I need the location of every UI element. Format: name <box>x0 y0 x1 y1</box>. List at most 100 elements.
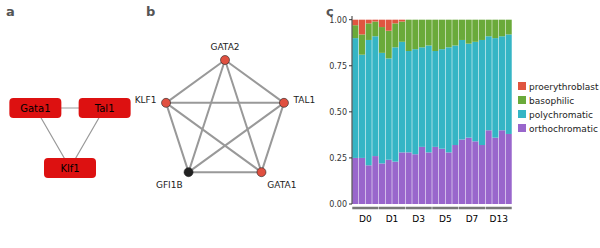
bar-segment <box>386 20 392 31</box>
bar-segment <box>466 138 472 204</box>
bar-segment <box>379 20 385 27</box>
node <box>221 56 230 65</box>
node-label: Gata1 <box>20 103 50 114</box>
bar-segment <box>459 40 465 140</box>
bar-segment <box>472 19 478 20</box>
legend-label: proerythroblast <box>529 82 599 92</box>
bar-segment <box>366 23 372 40</box>
bar-segment <box>412 20 418 49</box>
bar-segment <box>372 36 378 156</box>
tick <box>349 204 352 205</box>
bar-segment <box>479 19 485 20</box>
bar-segment <box>486 20 492 37</box>
bar-segment <box>459 19 465 20</box>
edge <box>166 60 225 103</box>
bar-segment <box>439 20 445 49</box>
node <box>279 98 288 107</box>
bar-segment <box>432 147 438 204</box>
bar-segment <box>492 20 498 38</box>
tick-label: 0.75 <box>329 62 347 71</box>
axis-line <box>352 16 353 204</box>
bar-segment <box>359 158 365 204</box>
bar-segment <box>452 145 458 204</box>
node <box>44 158 96 178</box>
bar-segment <box>432 19 438 20</box>
bar-segment <box>466 44 472 138</box>
node-label: GATA1 <box>267 180 296 190</box>
bar-segment <box>466 20 472 44</box>
tick-label: 1.00 <box>329 16 347 25</box>
bar-panel: c0.000.250.500.751.00D0D1D3D5D7D13proery… <box>326 4 599 224</box>
bar-segment <box>386 31 392 59</box>
bar-segment <box>506 19 512 20</box>
node-label: TAL1 <box>292 95 315 105</box>
bar-segment <box>506 20 512 35</box>
bar-segment <box>452 20 458 46</box>
edge <box>189 103 284 172</box>
bar-segment <box>446 152 452 204</box>
bar-segment <box>359 34 365 54</box>
bar-segment <box>386 160 392 204</box>
bar-segment <box>359 55 365 158</box>
bar-segment <box>419 147 425 204</box>
tick-label: 0.25 <box>329 154 347 163</box>
bar-segment <box>399 22 405 42</box>
bar-segment <box>452 19 458 20</box>
bar-segment <box>499 20 505 37</box>
node-label: Tal1 <box>94 103 115 114</box>
group-label: D0 <box>359 214 372 224</box>
edge <box>166 103 189 172</box>
legend-swatch <box>518 124 526 132</box>
bar-segment <box>406 152 412 204</box>
bar-segment <box>352 25 358 38</box>
bar-segment <box>492 138 498 204</box>
bar-segment <box>379 53 385 164</box>
bar-segment <box>479 145 485 204</box>
edge <box>225 60 261 172</box>
node-label: KLF1 <box>135 95 157 105</box>
bar-segment <box>386 58 392 159</box>
bar-segment <box>446 47 452 152</box>
group-bracket <box>486 207 512 210</box>
bar-segment <box>406 20 412 51</box>
group-label: D7 <box>466 214 479 224</box>
bar-segment <box>499 36 505 130</box>
tick-label: 0.50 <box>329 108 347 117</box>
bar-segment <box>492 19 498 20</box>
bar-segment <box>506 134 512 204</box>
legend-label: orthochromatic <box>529 124 598 134</box>
bar-segment <box>439 149 445 204</box>
bar-segment <box>352 20 358 26</box>
bar-segment <box>359 20 365 35</box>
edge <box>225 60 284 103</box>
bar-segment <box>432 51 438 147</box>
group-bracket <box>406 207 432 210</box>
group-label: D13 <box>489 214 507 224</box>
node <box>184 168 193 177</box>
bar-segment <box>459 139 465 204</box>
tick-label: 0.00 <box>329 200 347 209</box>
bar-segment <box>426 152 432 204</box>
group-label: D3 <box>412 214 425 224</box>
bar-segment <box>479 40 485 145</box>
bar-segment <box>379 27 385 53</box>
bar-segment <box>412 49 418 154</box>
network-panel: bGATA2TAL1GATA1GFI1BKLF1 <box>135 4 315 190</box>
bar-segment <box>379 163 385 204</box>
tick <box>349 65 352 66</box>
node-label: GFI1B <box>156 180 183 190</box>
bar-segment <box>412 154 418 204</box>
bar-segment <box>479 20 485 40</box>
edge <box>189 60 225 172</box>
legend: proerythroblastbasophilicpolychromaticor… <box>518 82 599 134</box>
group-bracket <box>379 207 405 210</box>
bar-segment <box>366 20 372 24</box>
bar-segment <box>406 19 412 20</box>
edge <box>189 171 262 173</box>
tick <box>349 19 352 20</box>
tick <box>349 111 352 112</box>
bar-segment <box>406 51 412 152</box>
node-label: GATA2 <box>210 42 239 52</box>
bar-segment <box>486 36 492 130</box>
edge <box>261 103 284 172</box>
